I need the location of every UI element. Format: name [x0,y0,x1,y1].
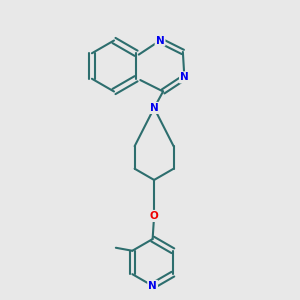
Text: N: N [150,103,158,113]
Text: O: O [150,211,158,221]
Text: N: N [180,72,189,82]
Text: N: N [148,281,157,291]
Text: N: N [156,35,164,46]
